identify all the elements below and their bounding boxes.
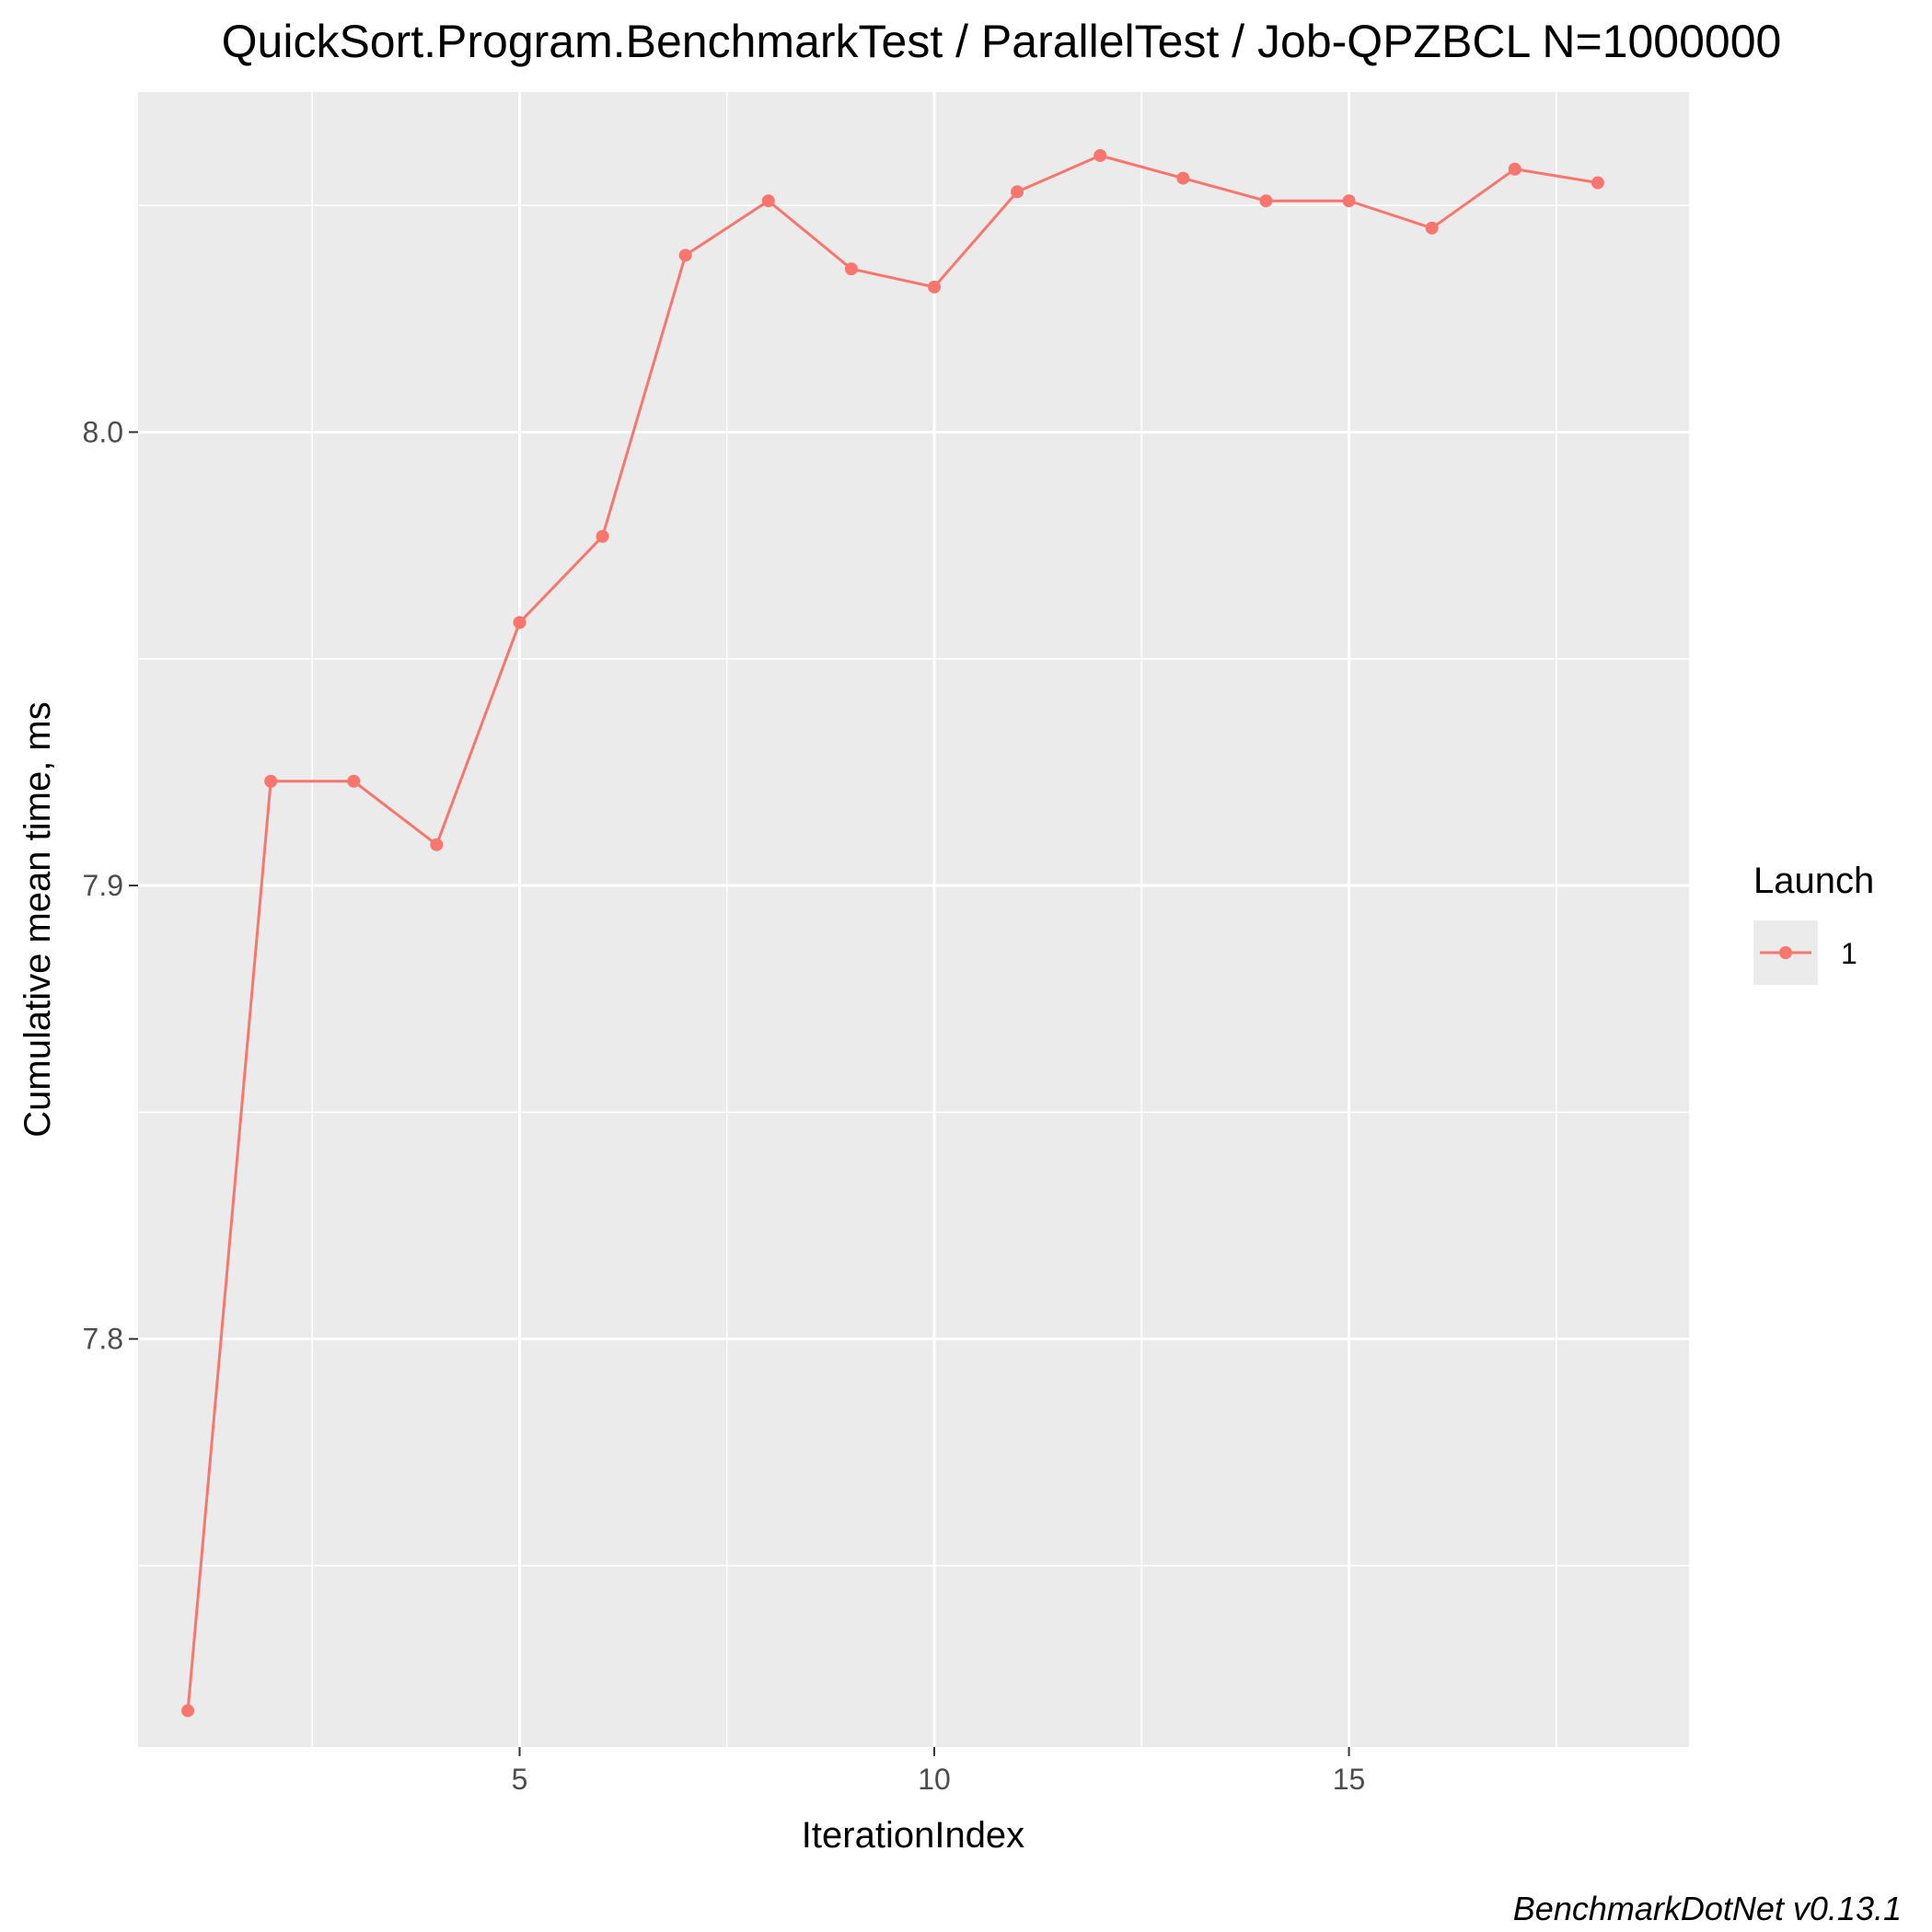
data-point (844, 262, 858, 276)
data-point (513, 616, 526, 630)
series-line (186, 154, 1599, 1711)
x-tick-label: 5 (512, 1763, 528, 1796)
data-point (1176, 171, 1190, 185)
caption: BenchmarkDotNet v0.13.1 (1513, 1890, 1902, 1927)
legend: Launch 1 (1753, 861, 1874, 985)
data-point (1508, 162, 1521, 176)
data-point (181, 1704, 195, 1718)
x-axis-title: IterationIndex (802, 1815, 1024, 1856)
data-point (1425, 221, 1439, 235)
minor-gridlines (138, 92, 1689, 1747)
data-point (1011, 185, 1024, 199)
data-point (761, 194, 775, 208)
data-point (678, 249, 692, 262)
data-point (264, 774, 278, 788)
data-point (1591, 176, 1604, 190)
y-tick-label: 8.0 (83, 415, 123, 448)
series-group (181, 148, 1604, 1718)
major-gridlines (138, 92, 1689, 1747)
data-point (1342, 194, 1356, 208)
data-point (347, 774, 361, 788)
data-point (1259, 194, 1273, 208)
data-point (430, 838, 444, 851)
chart-title: QuickSort.Program.BenchmarkTest / Parall… (222, 16, 1782, 67)
data-point (1093, 148, 1107, 162)
legend-key-point (1779, 946, 1792, 959)
legend-label: 1 (1841, 937, 1857, 970)
data-point (596, 529, 609, 543)
x-axis-ticks: 5 10 15 (512, 1747, 1366, 1796)
x-tick-label: 15 (1333, 1763, 1366, 1796)
x-tick-label: 10 (918, 1763, 951, 1796)
y-tick-label: 7.8 (83, 1323, 123, 1356)
y-axis-ticks: 7.8 7.9 8.0 (83, 415, 138, 1356)
data-point (928, 280, 942, 294)
y-axis-title: Cumulative mean time, ms (17, 701, 58, 1137)
y-tick-label: 7.9 (83, 869, 123, 902)
legend-title: Launch (1753, 861, 1874, 901)
plot-panel (138, 92, 1689, 1747)
